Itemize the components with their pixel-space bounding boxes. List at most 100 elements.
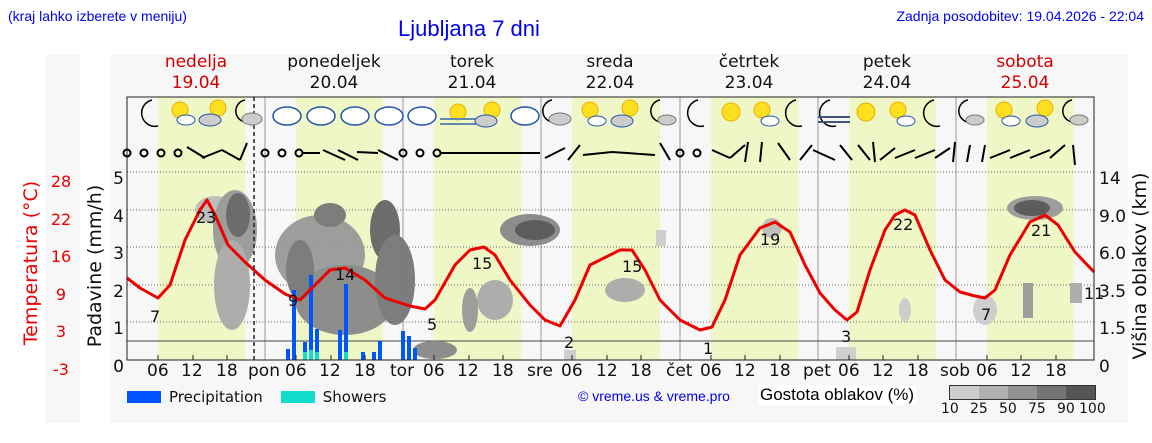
precipitation-ticks: 5 4 3 2 1 0 [108,161,124,387]
sun-cloud-icon [753,101,780,127]
moon-cloud-icon [542,99,572,126]
tick: 9.0 [1099,206,1127,227]
day-date: 20.04 [309,73,359,93]
sun-cloud-icon [474,101,501,128]
svg-text:19: 19 [760,230,780,249]
precipitation-swatch [127,391,161,403]
last-updated: Zadnja posodobitev: 19.04.2026 - 22:04 [896,8,1144,24]
tick: 06 [700,361,722,381]
cloud-drizzle-icon [272,106,302,126]
sun-cloud-icon [995,101,1021,127]
day-name: nedelja [164,52,228,72]
tick: pet [803,361,831,381]
tick: 4 [113,206,124,227]
cloud-density-label: Gostota oblakov (%) [758,385,917,405]
temperature-axis-title-wrap: Temperatura (°C) [15,170,43,370]
temperature-labels: 7 23 9 14 5 15 2 15 1 19 3 22 7 21 11 [150,208,1104,358]
sun-fog-icon [440,103,476,125]
tick: 12 [1010,361,1032,381]
svg-text:14: 14 [335,265,355,284]
temperature-axis-panel [45,55,80,423]
day-header-friday: petek 24.04 [817,52,957,94]
moon-cloud-icon [650,99,677,126]
day-name: četrtek [718,52,780,72]
temperature-axis-title: Temperatura (°C) [20,180,42,346]
day-header-monday: ponedeljek 20.04 [264,52,404,94]
legend: Precipitation Showers [127,388,386,406]
sun-cloud-icon [1025,99,1054,128]
svg-text:7: 7 [150,307,160,326]
day-date: 25.04 [1000,73,1050,93]
weather-icons [140,99,1089,128]
tick: sre [527,361,553,381]
tick: 1.5 [1099,319,1127,340]
tick: 06 [976,361,998,381]
scale-label: 75 [1028,401,1046,417]
tick: 3 [113,244,124,265]
svg-text:5: 5 [427,315,437,334]
tick: 18 [769,361,791,381]
wind-barbs [122,141,1076,166]
showers-swatch [280,391,315,403]
scale-label: 90 [1057,401,1075,417]
tick: 0 [1099,356,1110,377]
precipitation-axis-title: Padavine (mm/h) [84,184,106,348]
tick: 18 [354,361,376,381]
tick: 06 [838,361,860,381]
cloud-drizzle-icon [340,106,370,126]
tick: 9 [55,284,67,304]
sun-icon [856,102,876,122]
tick: 12 [457,361,479,381]
tick: 06 [423,361,445,381]
tick: 2 [113,281,124,302]
day-date: 19.04 [171,73,221,93]
tick: 18 [630,361,652,381]
scale-label: 25 [970,401,988,417]
temperature-line [126,198,1096,332]
moon-icon [922,99,941,128]
tick: 3.5 [1099,281,1127,302]
precipitation-bars [286,275,417,360]
svg-text:15: 15 [622,257,642,276]
svg-text:22: 22 [893,215,913,234]
tick: čet [666,361,693,381]
sun-cloud-icon [610,99,639,128]
scale-label: 100 [1079,401,1106,417]
cloud-drizzle-icon [306,106,336,126]
cloud-density-scale [949,385,1096,400]
day-date: 21.04 [447,73,497,93]
day-date: 24.04 [862,73,912,93]
svg-text:15: 15 [472,254,492,273]
moon-icon [140,99,159,128]
tick: 18 [216,361,238,381]
moon-icon [686,99,705,128]
tick: 22 [50,209,72,229]
scale-label: 50 [999,401,1017,417]
copyright-link[interactable]: © vreme.us & vreme.pro [578,388,730,404]
tick: 06 [147,361,169,381]
day-header-thursday: četrtek 23.04 [679,52,819,94]
day-name: torek [450,52,494,72]
tick: 5 [113,169,124,189]
tick: 18 [907,361,929,381]
moon-cloud-icon [958,99,985,126]
cloud-icon [510,106,540,126]
sun-cloud-icon [581,101,607,127]
tick: 3 [55,322,67,342]
scale-swatch [1008,386,1037,399]
svg-text:2: 2 [564,333,574,352]
tick: 18 [492,361,514,381]
svg-text:3: 3 [841,327,851,346]
legend-showers: Showers [322,388,387,406]
scale-swatch [1037,386,1066,399]
day-header-sunday: nedelja 19.04 [126,52,266,94]
day-name: sobota [996,52,1054,72]
sun-cloud-icon [889,101,916,127]
tick: 12 [181,361,203,381]
tick: 18 [1045,361,1067,381]
scale-swatch [1066,386,1095,399]
svg-text:21: 21 [1031,221,1051,240]
x-axis-labels: 06 12 18 pon 06 12 18 tor 06 12 18 sre 0… [127,361,1094,383]
day-name: sreda [586,52,634,72]
svg-text:1: 1 [703,339,713,358]
